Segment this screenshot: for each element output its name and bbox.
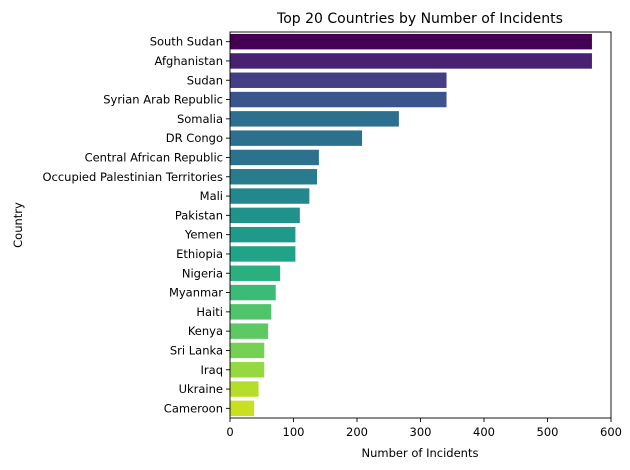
x-tick-label: 400 (473, 425, 495, 439)
bar-south-sudan (230, 33, 592, 50)
y-tick-label: Kenya (188, 324, 223, 338)
bar-iraq (230, 362, 265, 378)
y-tick-label: Central African Republic (85, 150, 223, 164)
y-axis-label: Country (11, 202, 25, 248)
y-tick-label: South Sudan (150, 35, 223, 49)
y-tick-label: Iraq (201, 363, 223, 377)
y-tick-label: Mali (200, 189, 223, 203)
y-tick-labels: South Sudan Afghanistan Sudan Syrian Arab R… (42, 35, 230, 415)
y-tick-label: Pakistan (175, 208, 223, 222)
bar-myanmar (230, 284, 276, 301)
bar-pakistan (230, 207, 300, 224)
bar-somalia (230, 111, 399, 127)
y-tick-label: Sri Lanka (170, 343, 223, 357)
bar-mali (230, 188, 310, 204)
y-tick-label: Occupied Palestinian Territories (42, 170, 223, 184)
bar-ethiopia (230, 246, 296, 262)
bar-ukraine (230, 381, 259, 397)
x-tick-label: 0 (226, 425, 233, 439)
x-axis-label: Number of Incidents (362, 446, 479, 460)
bar-sudan (230, 72, 447, 88)
bar-syrian-arab-republic (230, 91, 447, 108)
y-tick-label: Syrian Arab Republic (103, 93, 223, 107)
bar-kenya (230, 323, 269, 339)
bar-yemen (230, 226, 296, 243)
bar-cameroon (230, 400, 255, 417)
x-tick-label: 200 (346, 425, 368, 439)
bar-afghanistan (230, 53, 592, 69)
y-tick-label: Ethiopia (176, 247, 223, 261)
x-tick-label: 100 (283, 425, 305, 439)
x-tick-label: 300 (410, 425, 432, 439)
x-tick-labels: 0 100 200 300 400 500 600 (226, 418, 622, 439)
y-tick-label: Haiti (196, 305, 223, 319)
bar-central-african-republic (230, 149, 319, 166)
bar-haiti (230, 304, 272, 320)
axes-frame (229, 31, 612, 419)
chart-title: Top 20 Countries by Number of Incidents (276, 11, 563, 27)
x-tick-label: 600 (600, 425, 622, 439)
y-tick-label: Sudan (187, 73, 223, 87)
bar-occupied-palestinian-territories (230, 169, 317, 185)
bar-dr-congo (230, 130, 363, 146)
bar-sri-lanka (230, 342, 265, 359)
y-tick-label: Cameroon (164, 401, 223, 415)
y-tick-label: Myanmar (169, 286, 223, 300)
x-tick-label: 500 (537, 425, 559, 439)
y-tick-label: Yemen (184, 228, 223, 242)
bar-nigeria (230, 265, 281, 281)
y-tick-label: DR Congo (166, 131, 223, 145)
y-tick-label: Somalia (177, 112, 223, 126)
y-tick-label: Ukraine (179, 382, 223, 396)
bars-group (230, 33, 592, 417)
y-tick-label: Nigeria (182, 266, 223, 280)
y-tick-label: Afghanistan (155, 54, 223, 68)
